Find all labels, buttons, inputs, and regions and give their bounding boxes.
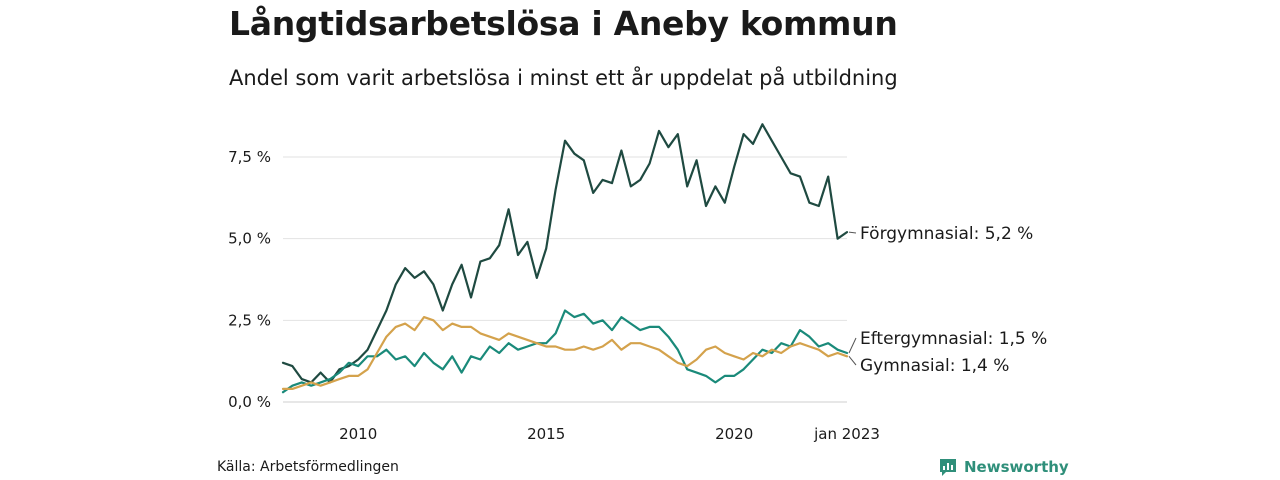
x-tick-label: 2015 <box>527 425 565 443</box>
chart-title: Långtidsarbetslösa i Aneby kommun <box>229 4 898 43</box>
series-line-förgymnasial <box>281 123 849 384</box>
chart-subtitle: Andel som varit arbetslösa i minst ett å… <box>229 66 898 90</box>
label-connector <box>848 337 857 354</box>
series-lines <box>281 123 849 394</box>
y-tick-label: 2,5 % <box>228 311 271 329</box>
series-end-labels: Förgymnasial: 5,2 % Eftergymnasial: 1,5 %… <box>848 224 1047 376</box>
x-tick-label: 2020 <box>715 425 753 443</box>
y-tick-label: 7,5 % <box>228 148 271 166</box>
label-connector <box>848 355 857 366</box>
series-end-label: Gymnasial: 1,4 % <box>860 356 1009 376</box>
y-axis-labels: 0,0 % 2,5 % 5,0 % 7,5 % <box>228 148 271 411</box>
source-note: Källa: Arbetsförmedlingen <box>217 459 399 475</box>
x-axis-labels: 2010 2015 2020 jan 2023 <box>339 425 880 443</box>
series-end-label: Förgymnasial: 5,2 % <box>860 224 1033 244</box>
series-line-eftergymnasial <box>281 309 849 394</box>
x-tick-label: jan 2023 <box>813 425 880 443</box>
brand-logo[interactable]: Newsworthy <box>938 456 1069 478</box>
grid-lines <box>283 156 847 403</box>
brand-name: Newsworthy <box>964 458 1069 476</box>
x-tick-label: 2010 <box>339 425 377 443</box>
series-line-gymnasial <box>281 316 849 390</box>
y-tick-label: 0,0 % <box>228 393 271 411</box>
label-connector <box>848 231 857 234</box>
y-tick-label: 5,0 % <box>228 230 271 248</box>
chart-bubble-icon <box>940 459 956 476</box>
series-end-label: Eftergymnasial: 1,5 % <box>860 329 1047 349</box>
